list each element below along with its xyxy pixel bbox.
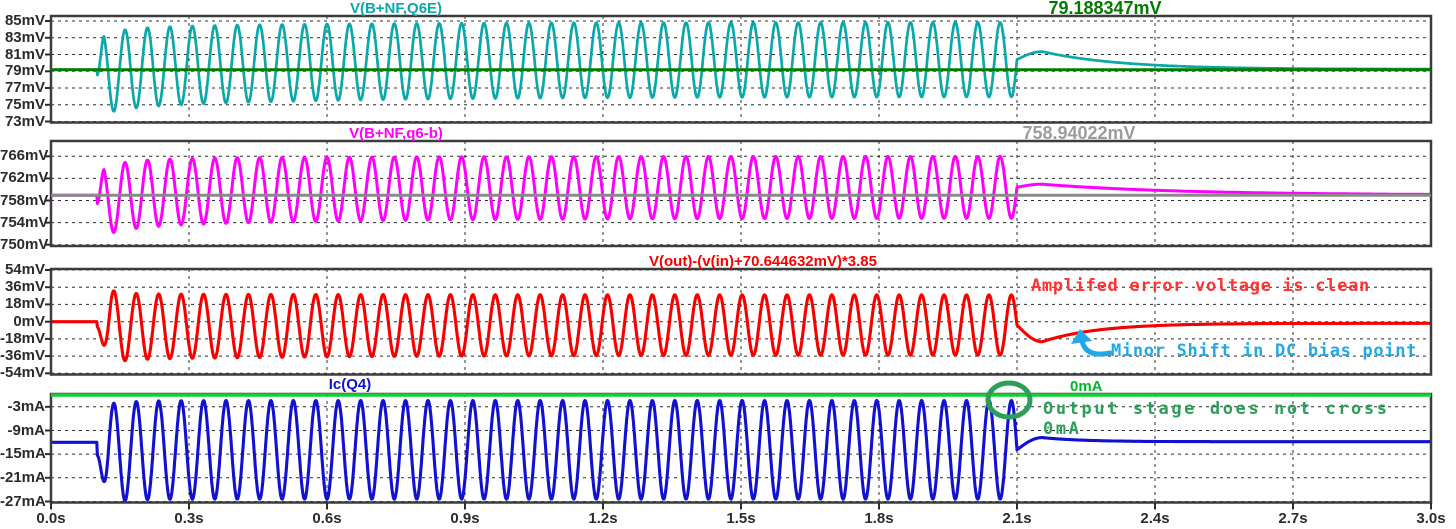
y-tick-label: -27mA bbox=[0, 492, 46, 510]
y-tick-label: -36mV bbox=[0, 347, 46, 365]
y-tick-label: -15mA bbox=[0, 445, 46, 463]
y-tick-label: 762mV bbox=[0, 169, 49, 187]
y-tick-label: 75mV bbox=[4, 95, 45, 113]
trace-pane-3 bbox=[51, 289, 1431, 363]
y-tick-label: 754mV bbox=[0, 213, 49, 231]
pane-4 bbox=[45, 392, 1433, 504]
x-tick-label: 2.4s bbox=[1140, 510, 1170, 527]
annotation-arrow bbox=[1071, 329, 1113, 357]
x-tick-label: 0.3s bbox=[174, 510, 204, 527]
pane-1 bbox=[45, 14, 1433, 124]
y-tick-label: 758mV bbox=[0, 191, 49, 209]
pane-3 bbox=[45, 267, 1433, 376]
y-tick-label: 73mV bbox=[4, 112, 45, 130]
ref-value-label-pane4: 0mA bbox=[1070, 378, 1103, 395]
y-tick-label: 18mV bbox=[4, 295, 45, 313]
y-tick-label: 83mV bbox=[4, 28, 45, 46]
x-tick-label: 1.5s bbox=[726, 510, 756, 527]
y-tick-label: 79mV bbox=[4, 62, 45, 80]
x-tick-label: 0.0s bbox=[36, 510, 66, 527]
y-tick-label: 85mV bbox=[4, 12, 45, 29]
trace-label-pane3[interactable]: V(out)-(v(in)+70.644632mV)*3.85 bbox=[648, 253, 878, 270]
trace-label-pane1[interactable]: V(B+NF,Q6E) bbox=[349, 0, 443, 17]
pane-border bbox=[49, 139, 1433, 248]
annotation-output-stage-line1: Output stage does not cross bbox=[1043, 399, 1390, 419]
trace-pane-1 bbox=[51, 21, 1431, 113]
x-tick-label: 3.0s bbox=[1416, 510, 1446, 527]
annotation-amplified-error: Amplifed error voltage is clean bbox=[1031, 276, 1370, 296]
annotation-circle-marker bbox=[985, 380, 1033, 420]
y-tick-label: 36mV bbox=[4, 278, 45, 296]
annotation-minor-shift: Minor Shift in DC bias point bbox=[1111, 341, 1418, 361]
y-tick-label: 81mV bbox=[4, 45, 45, 63]
x-tick-label: 0.6s bbox=[312, 510, 342, 527]
trace-label-pane2[interactable]: V(B+NF,q6-b) bbox=[349, 125, 443, 142]
y-tick-label: 77mV bbox=[4, 79, 45, 96]
trace-pane-2 bbox=[51, 154, 1431, 234]
ref-value-label-pane1: 79.188347mV bbox=[1048, 0, 1162, 18]
y-tick-label: 766mV bbox=[0, 147, 49, 165]
y-tick-label: -54mV bbox=[0, 364, 46, 382]
y-tick-label: -9mA bbox=[7, 421, 45, 439]
y-tick-label: -3mA bbox=[7, 397, 45, 415]
y-tick-label: 0mV bbox=[13, 312, 45, 330]
ref-value-label-pane2: 758.94022mV bbox=[1022, 123, 1136, 143]
y-tick-label: -18mV bbox=[0, 329, 46, 347]
x-tick-label: 1.8s bbox=[864, 510, 894, 527]
x-tick-label: 1.2s bbox=[588, 510, 618, 527]
y-tick-label: 750mV bbox=[0, 235, 49, 253]
trace-pane-4 bbox=[51, 398, 1431, 503]
pane-border bbox=[49, 267, 1433, 376]
x-tick-label: 0.9s bbox=[450, 510, 480, 527]
pane-2 bbox=[45, 139, 1433, 248]
trace-label-pane4[interactable]: Ic(Q4) bbox=[328, 376, 372, 393]
annotation-output-stage-line2: 0mA bbox=[1043, 419, 1082, 439]
x-tick-label: 2.1s bbox=[1002, 510, 1032, 527]
x-tick-label: 2.7s bbox=[1278, 510, 1308, 527]
y-tick-label: -21mA bbox=[0, 468, 46, 486]
y-tick-label: 54mV bbox=[4, 261, 45, 278]
